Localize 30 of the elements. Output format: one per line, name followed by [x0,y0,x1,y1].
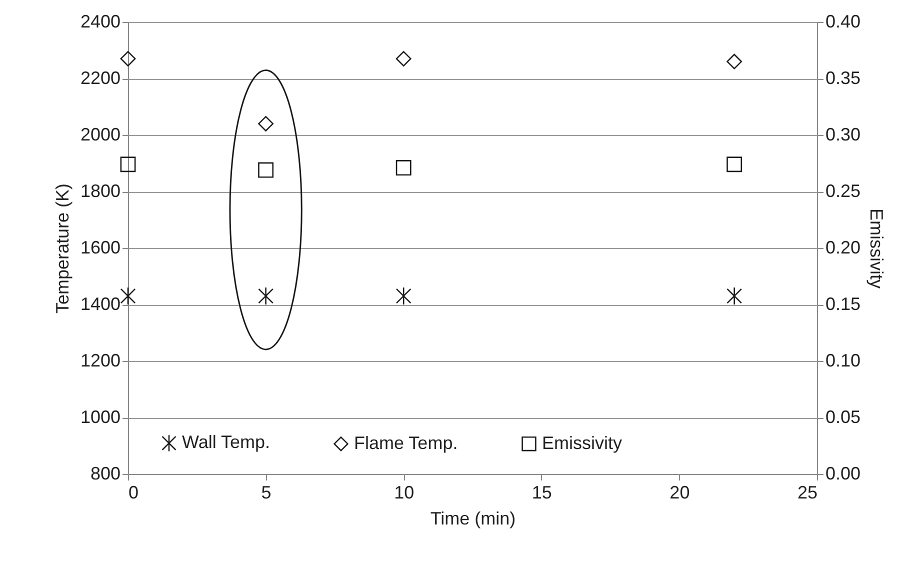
y2-tick-label: 0.30 [826,124,861,144]
legend-label: Flame Temp. [354,432,458,453]
y-tick-label: 800 [90,464,120,484]
y2-tick-label: 0.05 [826,407,861,427]
y-tick-label: 1800 [80,181,120,201]
y2-tick-label: 0.40 [826,12,861,32]
y-tick-label: 1400 [80,294,120,314]
y2-axis-title: Emissivity [866,208,887,288]
x-tick-label: 25 [797,482,818,502]
x-tick-label: 0 [128,482,139,502]
y-tick-label: 1200 [80,350,120,370]
y2-tick-label: 0.20 [826,238,861,258]
y-tick-label: 1000 [80,407,120,427]
y-tick-label: 2200 [80,68,120,88]
x-tick-label: 10 [394,482,414,502]
y-axis-title: Temperature (K) [52,183,72,314]
y-tick-label: 2400 [80,12,120,32]
y2-tick-label: 0.15 [826,294,861,314]
y2-tick-label: 0.10 [826,350,861,370]
y2-tick-label: 0.25 [826,181,861,201]
y-tick-label: 1600 [80,238,120,258]
x-tick-label: 20 [670,482,690,502]
x-axis-title: Time (min) [430,508,516,528]
y2-tick-label: 0.35 [826,68,861,88]
legend-label: Wall Temp. [182,432,270,452]
y-tick-label: 2000 [80,124,120,144]
x-tick-label: 5 [261,482,272,502]
legend-label: Emissivity [542,432,622,453]
y2-tick-label: 0.00 [826,464,861,484]
x-tick-label: 15 [532,482,552,502]
